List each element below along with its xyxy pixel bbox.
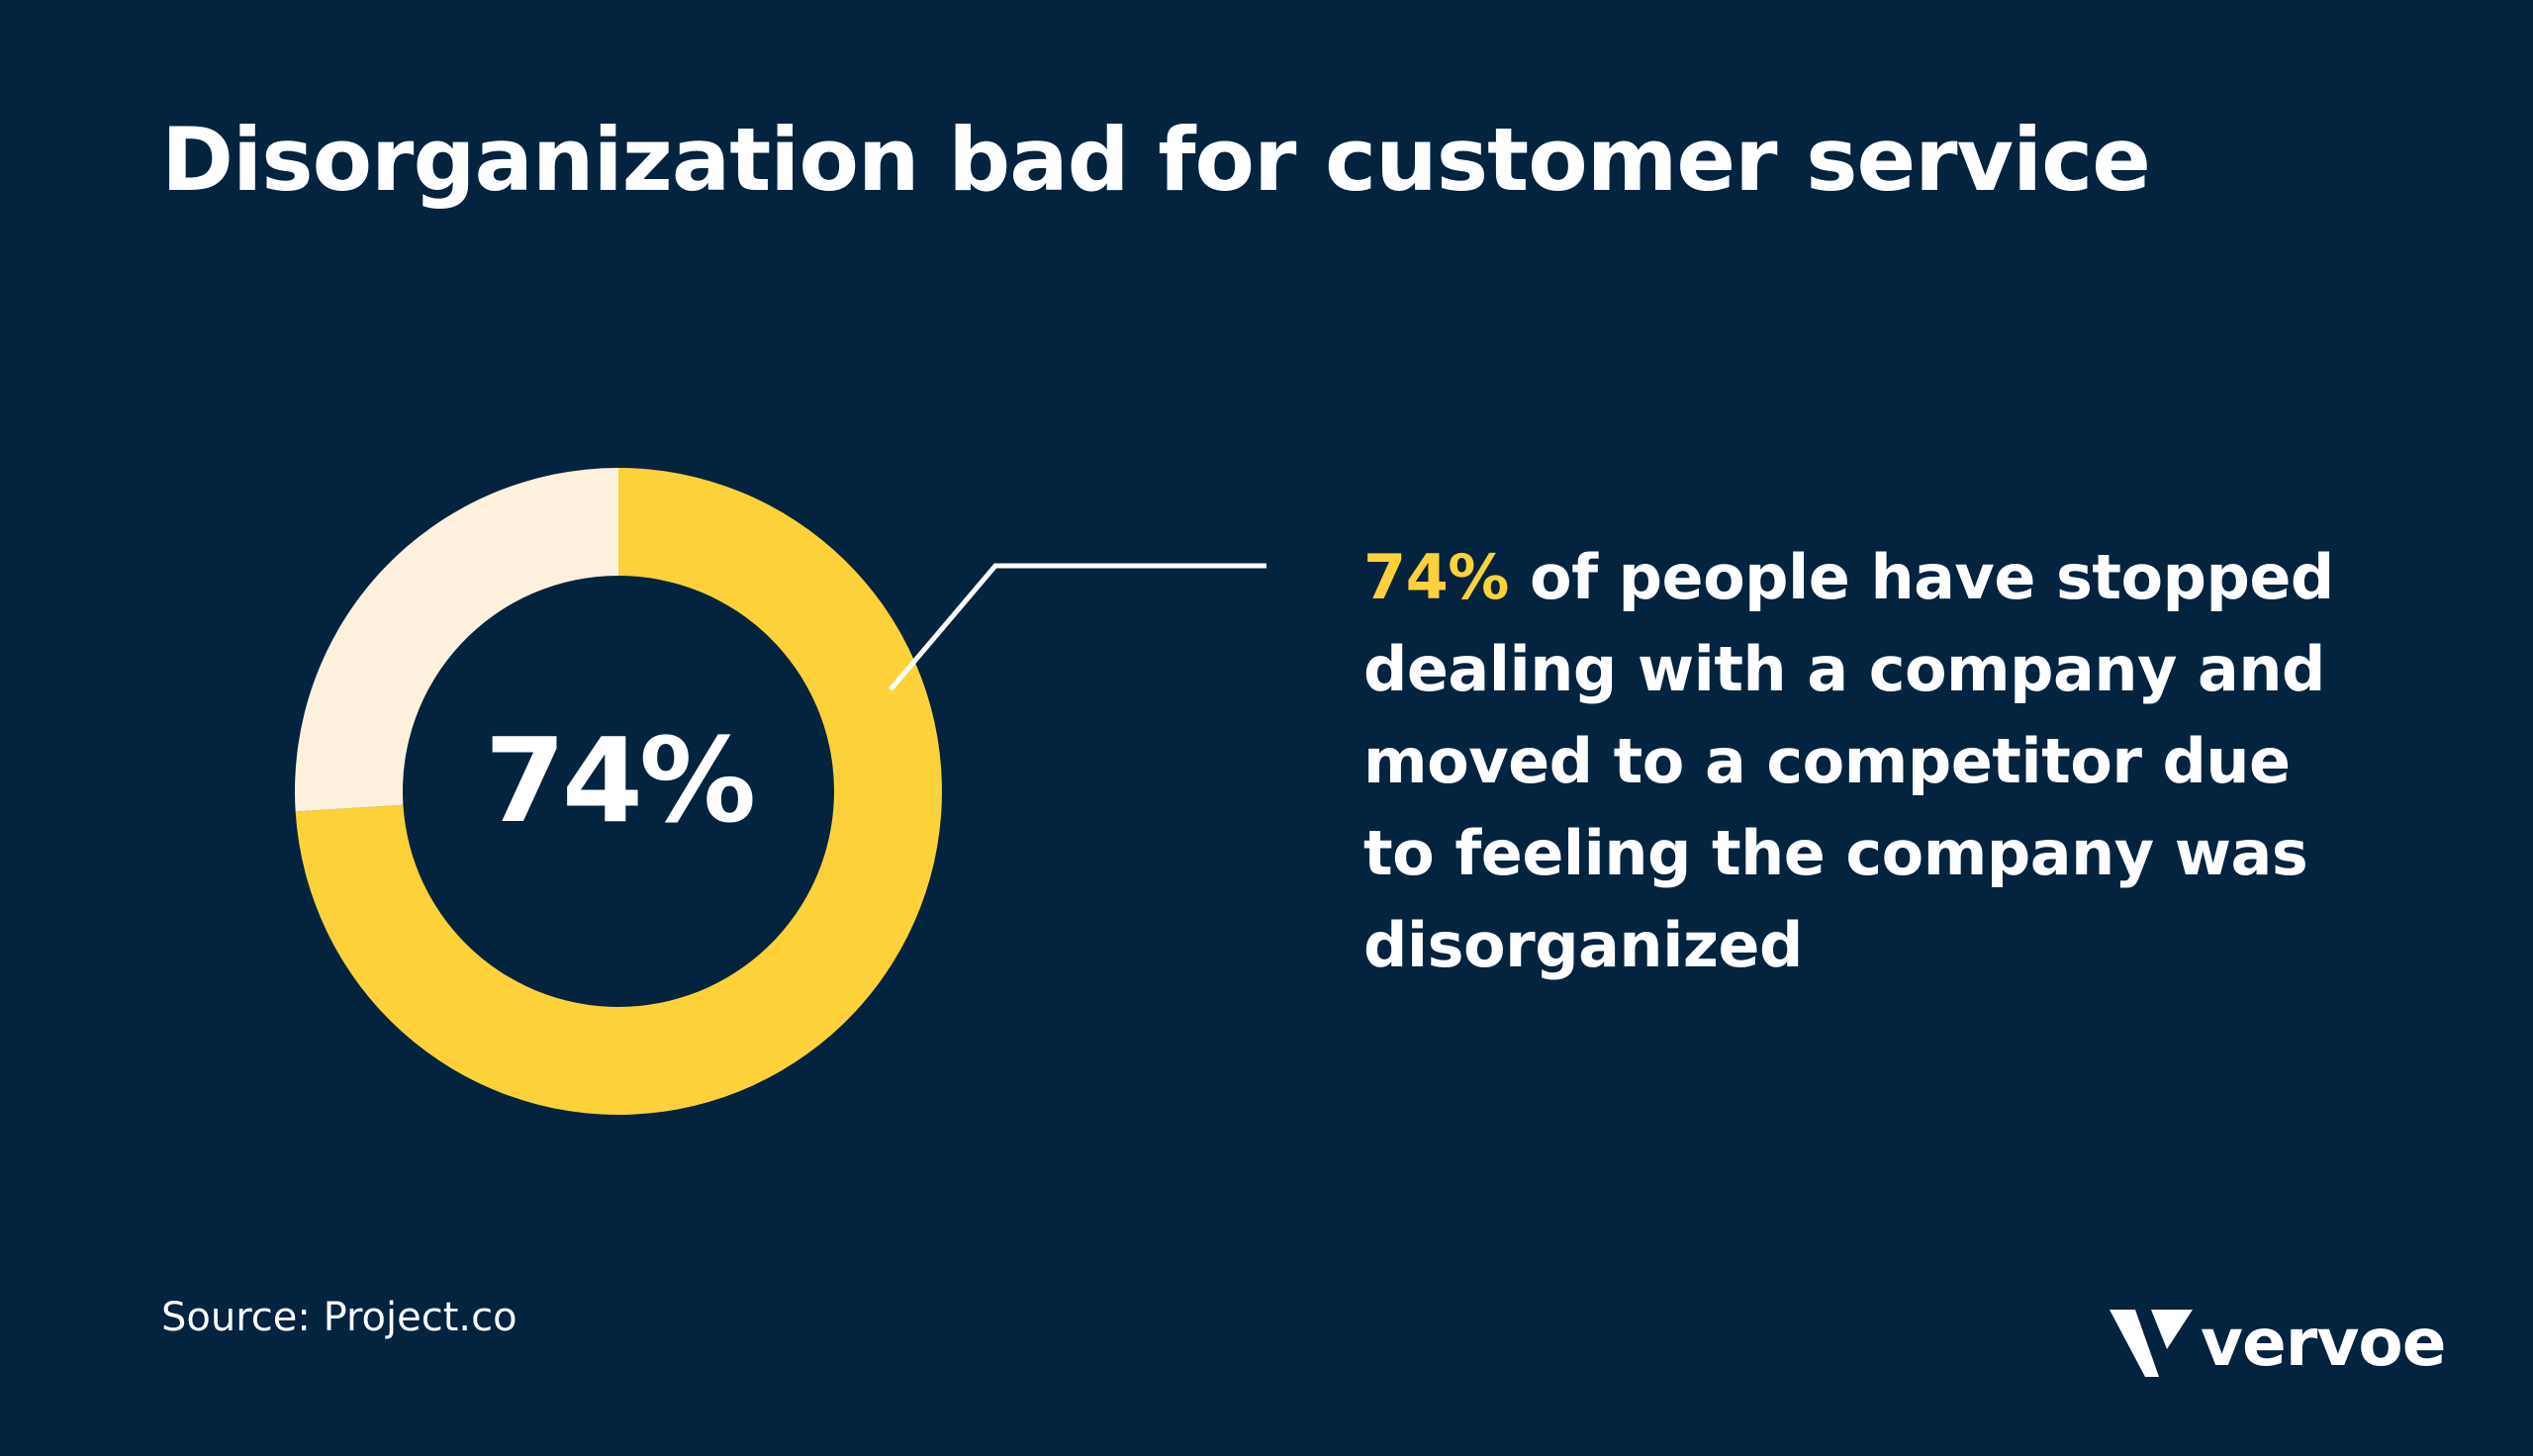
page-title: Disorganization bad for customer service [161, 109, 2151, 211]
callout-text: 74% of people have stopped dealing with … [1363, 531, 2353, 991]
logo-wordmark: vervoe [2201, 1305, 2446, 1381]
source-note: Source: Project.co [161, 1295, 517, 1340]
vervoe-logo: vervoe [2110, 1304, 2446, 1383]
donut-slice-1 [295, 468, 942, 1116]
donut-center-label: 74% [485, 712, 753, 849]
callout-body: of people have stopped dealing with a co… [1363, 541, 2334, 981]
donut-slice-2 [295, 468, 618, 812]
vervoe-v-logo-icon [2110, 1310, 2193, 1377]
callout-leader-line [889, 563, 1266, 691]
callout-highlight: 74% [1363, 541, 1509, 613]
